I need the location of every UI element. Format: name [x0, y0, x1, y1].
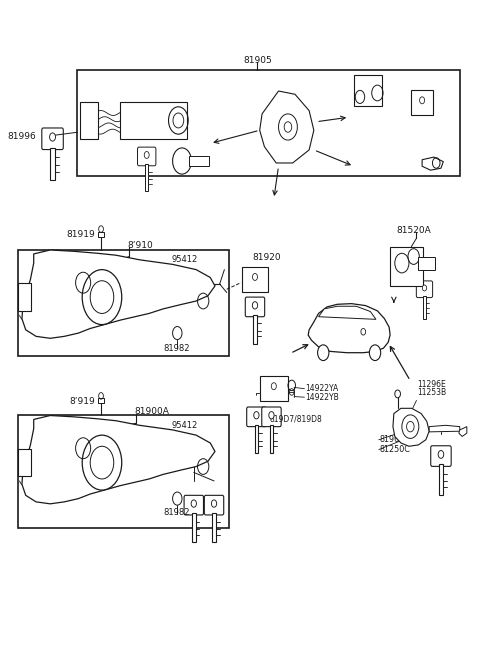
Text: 93110: 93110 [60, 468, 84, 477]
Polygon shape [260, 91, 314, 163]
Text: 12318B: 12318B [45, 428, 73, 438]
Text: 11296E: 11296E [418, 380, 446, 388]
Polygon shape [22, 250, 215, 338]
FancyBboxPatch shape [262, 407, 281, 426]
Text: 8’919: 8’919 [69, 397, 95, 406]
Polygon shape [22, 415, 215, 504]
Bar [18, 283, 31, 311]
Text: 14922YA: 14922YA [305, 384, 338, 393]
FancyBboxPatch shape [416, 281, 432, 298]
Bar [80, 102, 98, 139]
Polygon shape [50, 148, 55, 180]
Circle shape [82, 269, 122, 325]
Text: 12298E: 12298E [22, 453, 50, 463]
Circle shape [318, 345, 329, 361]
Polygon shape [429, 425, 460, 432]
Circle shape [395, 390, 400, 398]
Circle shape [252, 302, 258, 309]
Text: 819D7/819D8: 819D7/819D8 [269, 415, 322, 423]
Text: 81966: 81966 [380, 435, 405, 444]
Text: 93110: 93110 [60, 301, 84, 310]
Text: 8’910: 8’910 [128, 241, 154, 250]
Text: 81916: 81916 [92, 421, 117, 430]
FancyBboxPatch shape [138, 147, 156, 166]
Polygon shape [145, 164, 148, 191]
FancyBboxPatch shape [245, 297, 264, 317]
Circle shape [370, 345, 381, 361]
Bar [77, 70, 460, 176]
Polygon shape [212, 513, 216, 542]
Polygon shape [422, 157, 444, 170]
Polygon shape [319, 306, 376, 319]
Polygon shape [423, 296, 426, 319]
Polygon shape [270, 424, 273, 453]
Polygon shape [459, 426, 467, 436]
FancyBboxPatch shape [247, 407, 266, 426]
Bar [98, 398, 104, 403]
Text: 81996: 81996 [7, 132, 36, 141]
FancyBboxPatch shape [204, 495, 224, 515]
Text: 81958B: 81958B [77, 270, 107, 279]
Circle shape [269, 411, 274, 419]
Text: 81939: 81939 [90, 468, 114, 477]
Bar [120, 102, 187, 139]
Polygon shape [253, 315, 257, 344]
Bar [18, 415, 229, 528]
Text: 81520A: 81520A [396, 226, 431, 235]
Polygon shape [254, 424, 258, 453]
Text: 95412: 95412 [172, 255, 198, 263]
Circle shape [144, 152, 149, 158]
Text: 12298E: 12298E [22, 287, 50, 296]
Bar [390, 247, 423, 286]
Text: 11253B: 11253B [418, 388, 446, 397]
Bar [411, 91, 433, 115]
Bar [419, 256, 435, 269]
FancyBboxPatch shape [431, 445, 451, 466]
Text: 81982: 81982 [163, 509, 190, 518]
Text: 81916: 81916 [92, 255, 117, 263]
Circle shape [49, 133, 56, 141]
Circle shape [438, 451, 444, 459]
Polygon shape [393, 408, 429, 446]
Polygon shape [308, 304, 390, 353]
Bar [18, 250, 229, 356]
FancyBboxPatch shape [184, 495, 204, 515]
Bar [354, 75, 382, 106]
Bar [98, 232, 104, 237]
Text: 81939: 81939 [90, 301, 114, 310]
Text: 81958B: 81958B [77, 436, 107, 445]
Text: 81920: 81920 [252, 254, 281, 262]
Text: 81250C: 81250C [380, 445, 410, 454]
Circle shape [191, 500, 196, 507]
Bar [260, 376, 288, 401]
Polygon shape [439, 464, 443, 495]
Circle shape [82, 435, 122, 490]
Text: 14922YB: 14922YB [305, 393, 339, 401]
Circle shape [422, 285, 427, 291]
Bar [18, 449, 31, 476]
Text: 95412: 95412 [172, 421, 198, 430]
FancyBboxPatch shape [42, 128, 63, 150]
Text: 95860A: 95860A [38, 255, 69, 263]
Polygon shape [192, 513, 196, 542]
Text: 81982: 81982 [163, 344, 190, 353]
Text: 81919: 81919 [66, 231, 95, 239]
Bar [242, 267, 268, 292]
Text: 95860A: 95860A [38, 421, 69, 430]
Circle shape [211, 500, 216, 507]
Text: 81900A: 81900A [134, 407, 169, 416]
Circle shape [254, 411, 259, 419]
Text: 12318B: 12318B [45, 263, 73, 271]
Text: 81905: 81905 [243, 56, 272, 65]
Bar [189, 156, 209, 166]
